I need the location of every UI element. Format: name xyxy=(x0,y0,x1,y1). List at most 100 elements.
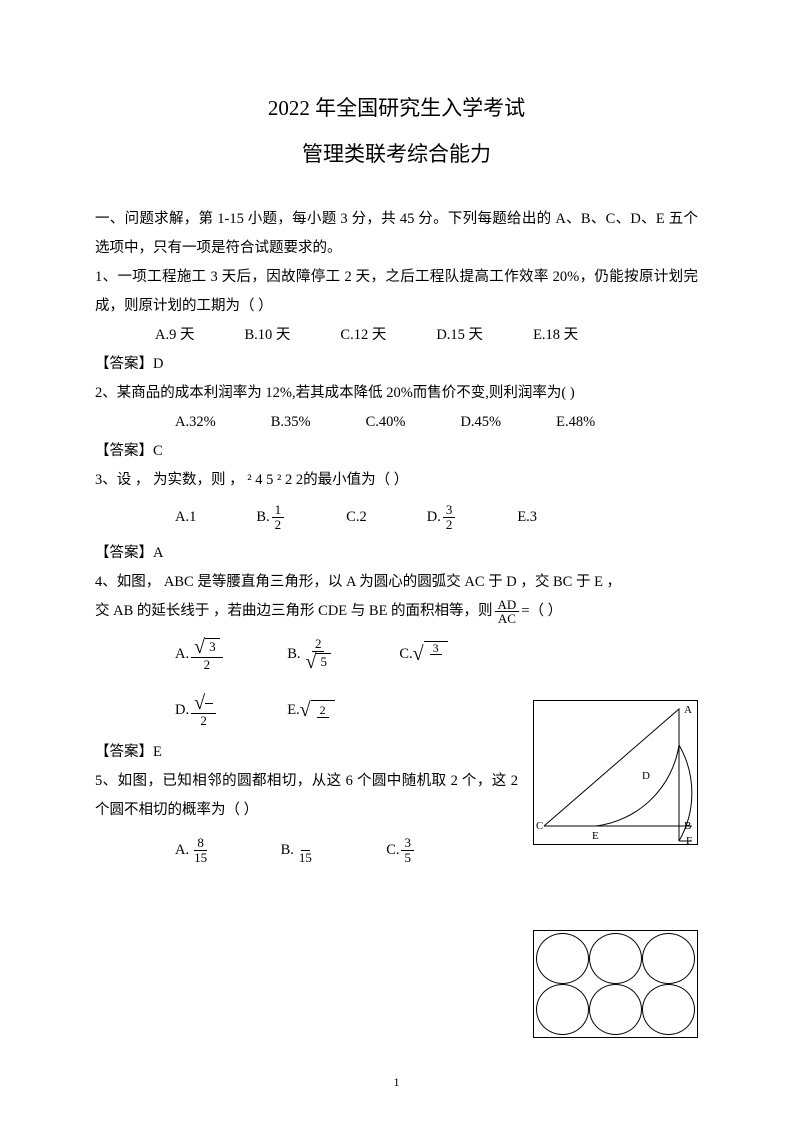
title-line-2: 管理类联考综合能力 xyxy=(95,131,698,177)
q5-options: A. 8 15 B. 15 C. 3 5 xyxy=(95,825,495,875)
q2-option-b: B.35% xyxy=(271,408,311,437)
circle-icon xyxy=(589,984,642,1035)
q4-e-sqrt: √2 xyxy=(300,700,335,720)
q1-options: A.9 天 B.10 天 C.12 天 D.15 天 E.18 天 xyxy=(95,321,698,350)
q5-circle-3 xyxy=(642,933,695,984)
q5-b-label: B. xyxy=(281,836,294,865)
q5-circle-1 xyxy=(536,933,589,984)
radical-icon: √ xyxy=(194,637,205,657)
svg-text:F: F xyxy=(686,835,692,846)
q4-option-c: C. √3 xyxy=(399,626,511,682)
q4-d-frac: √ 2 xyxy=(191,693,216,728)
svg-text:D: D xyxy=(642,770,650,782)
title-block: 2022 年全国研究生入学考试 管理类联考综合能力 xyxy=(95,85,698,177)
q1-option-a: A.9 天 xyxy=(155,321,194,350)
q4-ratio-num: AD xyxy=(495,598,520,613)
svg-text:B: B xyxy=(684,820,691,832)
q5-c-label: C. xyxy=(386,836,399,865)
q5-b-den: 15 xyxy=(296,851,315,865)
q4-b-den: √5 xyxy=(302,652,333,672)
q3-options: A.1 B. 1 2 C.2 D. 3 2 E.3 xyxy=(95,495,698,539)
q4-e-label: E. xyxy=(287,696,299,725)
q4-d-den: 2 xyxy=(197,714,210,728)
q2-answer: 【答案】C xyxy=(95,437,698,466)
q5-option-b: B. 15 xyxy=(281,825,387,875)
q5-c-den: 5 xyxy=(401,851,414,865)
q4-d-num: √ xyxy=(191,693,216,714)
q4-ratio-den: AC xyxy=(495,612,519,626)
q4-c-sqrt: √3 xyxy=(413,641,448,668)
q2-options: A.32% B.35% C.40% D.45% E.48% xyxy=(95,408,698,437)
q4-b-label: B. xyxy=(287,640,300,669)
q5-circle-6 xyxy=(642,984,695,1035)
q3-d-num: 3 xyxy=(443,503,456,518)
title-line-1: 2022 年全国研究生入学考试 xyxy=(95,85,698,131)
q3-text: 3、设 ， 为实数，则 ， ² 4 5 ² 2 2的最小值为（ ） xyxy=(95,466,698,495)
q3-option-e: E.3 xyxy=(517,503,537,532)
q3-b-frac: 1 2 xyxy=(272,503,285,531)
q3-answer: 【答案】A xyxy=(95,539,698,568)
circle-icon xyxy=(642,933,695,984)
q1-answer: 【答案】D xyxy=(95,350,698,379)
circle-icon xyxy=(589,933,642,984)
q4-a-label: A. xyxy=(175,640,189,669)
q4-options: A. √3 2 B. 2 √5 C. √3 D. √ 2 E. √2 xyxy=(95,626,515,738)
q2-option-e: E.48% xyxy=(556,408,595,437)
q4-text2b: =（ ） xyxy=(521,597,562,626)
q4-d-label: D. xyxy=(175,696,189,725)
q2-option-a: A.32% xyxy=(175,408,216,437)
q2-option-d: D.45% xyxy=(460,408,501,437)
q4-option-e: E. √2 xyxy=(287,682,399,738)
q3-d-label: D. xyxy=(427,503,441,532)
q5-c-frac: 3 5 xyxy=(401,836,414,864)
q5-figure xyxy=(533,930,698,1038)
q4-a-den: 2 xyxy=(201,658,214,672)
page-number: 1 xyxy=(0,1070,793,1094)
radical-icon: √ xyxy=(300,700,311,720)
q4-option-d: D. √ 2 xyxy=(175,682,287,738)
q5-option-a: A. 8 15 xyxy=(175,825,281,875)
radical-icon: √ xyxy=(194,693,205,713)
q4-ratio-frac: AD AC xyxy=(495,598,520,626)
q4-a-num: √3 xyxy=(191,637,222,658)
section-instructions: 一、问题求解，第 1-15 小题，每小题 3 分，共 45 分。下列每题给出的 … xyxy=(95,205,698,263)
q1-option-e: E.18 天 xyxy=(533,321,578,350)
q3-d-den: 2 xyxy=(443,518,456,532)
svg-text:E: E xyxy=(592,830,599,842)
q3-b-den: 2 xyxy=(272,518,285,532)
q5-circle-2 xyxy=(589,933,642,984)
q5-b-num xyxy=(301,836,310,851)
q3-d-frac: 3 2 xyxy=(443,503,456,531)
q5-b-frac: 15 xyxy=(296,836,315,864)
q5-option-c: C. 3 5 xyxy=(386,825,492,875)
svg-text:C: C xyxy=(536,820,543,832)
q1-option-c: C.12 天 xyxy=(340,321,386,350)
circle-icon xyxy=(536,933,589,984)
q2-option-c: C.40% xyxy=(366,408,406,437)
q3-option-c: C.2 xyxy=(346,503,367,532)
q5-a-label: A. xyxy=(175,836,189,865)
circle-icon xyxy=(642,984,695,1035)
q5-a-num: 8 xyxy=(194,836,207,851)
triangle-arc-icon: A B C D E F xyxy=(534,701,699,846)
q3-option-a: A.1 xyxy=(175,503,196,532)
q4-b-num: 2 xyxy=(312,637,325,652)
q4-figure: A B C D E F xyxy=(533,700,698,845)
radical-icon: √ xyxy=(413,644,424,664)
q5-circle-4 xyxy=(536,984,589,1035)
q4-c-label: C. xyxy=(399,640,412,669)
radical-icon: √ xyxy=(305,652,316,672)
q4-text-line1: 4、如图， ABC 是等腰直角三角形，以 A 为圆心的圆弧交 AC 于 D ，交… xyxy=(95,568,698,597)
q4-text-line2: 交 AB 的延长线于 ，若曲边三角形 CDE 与 BE 的面积相等，则 AD A… xyxy=(95,597,698,626)
q1-text: 1、一项工程施工 3 天后，因故障停工 2 天，之后工程队提高工作效率 20%，… xyxy=(95,263,698,321)
svg-text:A: A xyxy=(684,704,692,716)
q1-option-b: B.10 天 xyxy=(244,321,290,350)
q5-c-num: 3 xyxy=(401,836,414,851)
q1-option-d: D.15 天 xyxy=(436,321,483,350)
q2-text: 2、某商品的成本利润率为 12%,若其成本降低 20%而售价不变,则利润率为( … xyxy=(95,379,698,408)
q3-option-b: B. 1 2 xyxy=(256,503,286,532)
q4-option-a: A. √3 2 xyxy=(175,626,287,682)
q4-a-frac: √3 2 xyxy=(191,637,222,672)
q4-b-frac: 2 √5 xyxy=(302,637,333,672)
q5-circle-5 xyxy=(589,984,642,1035)
